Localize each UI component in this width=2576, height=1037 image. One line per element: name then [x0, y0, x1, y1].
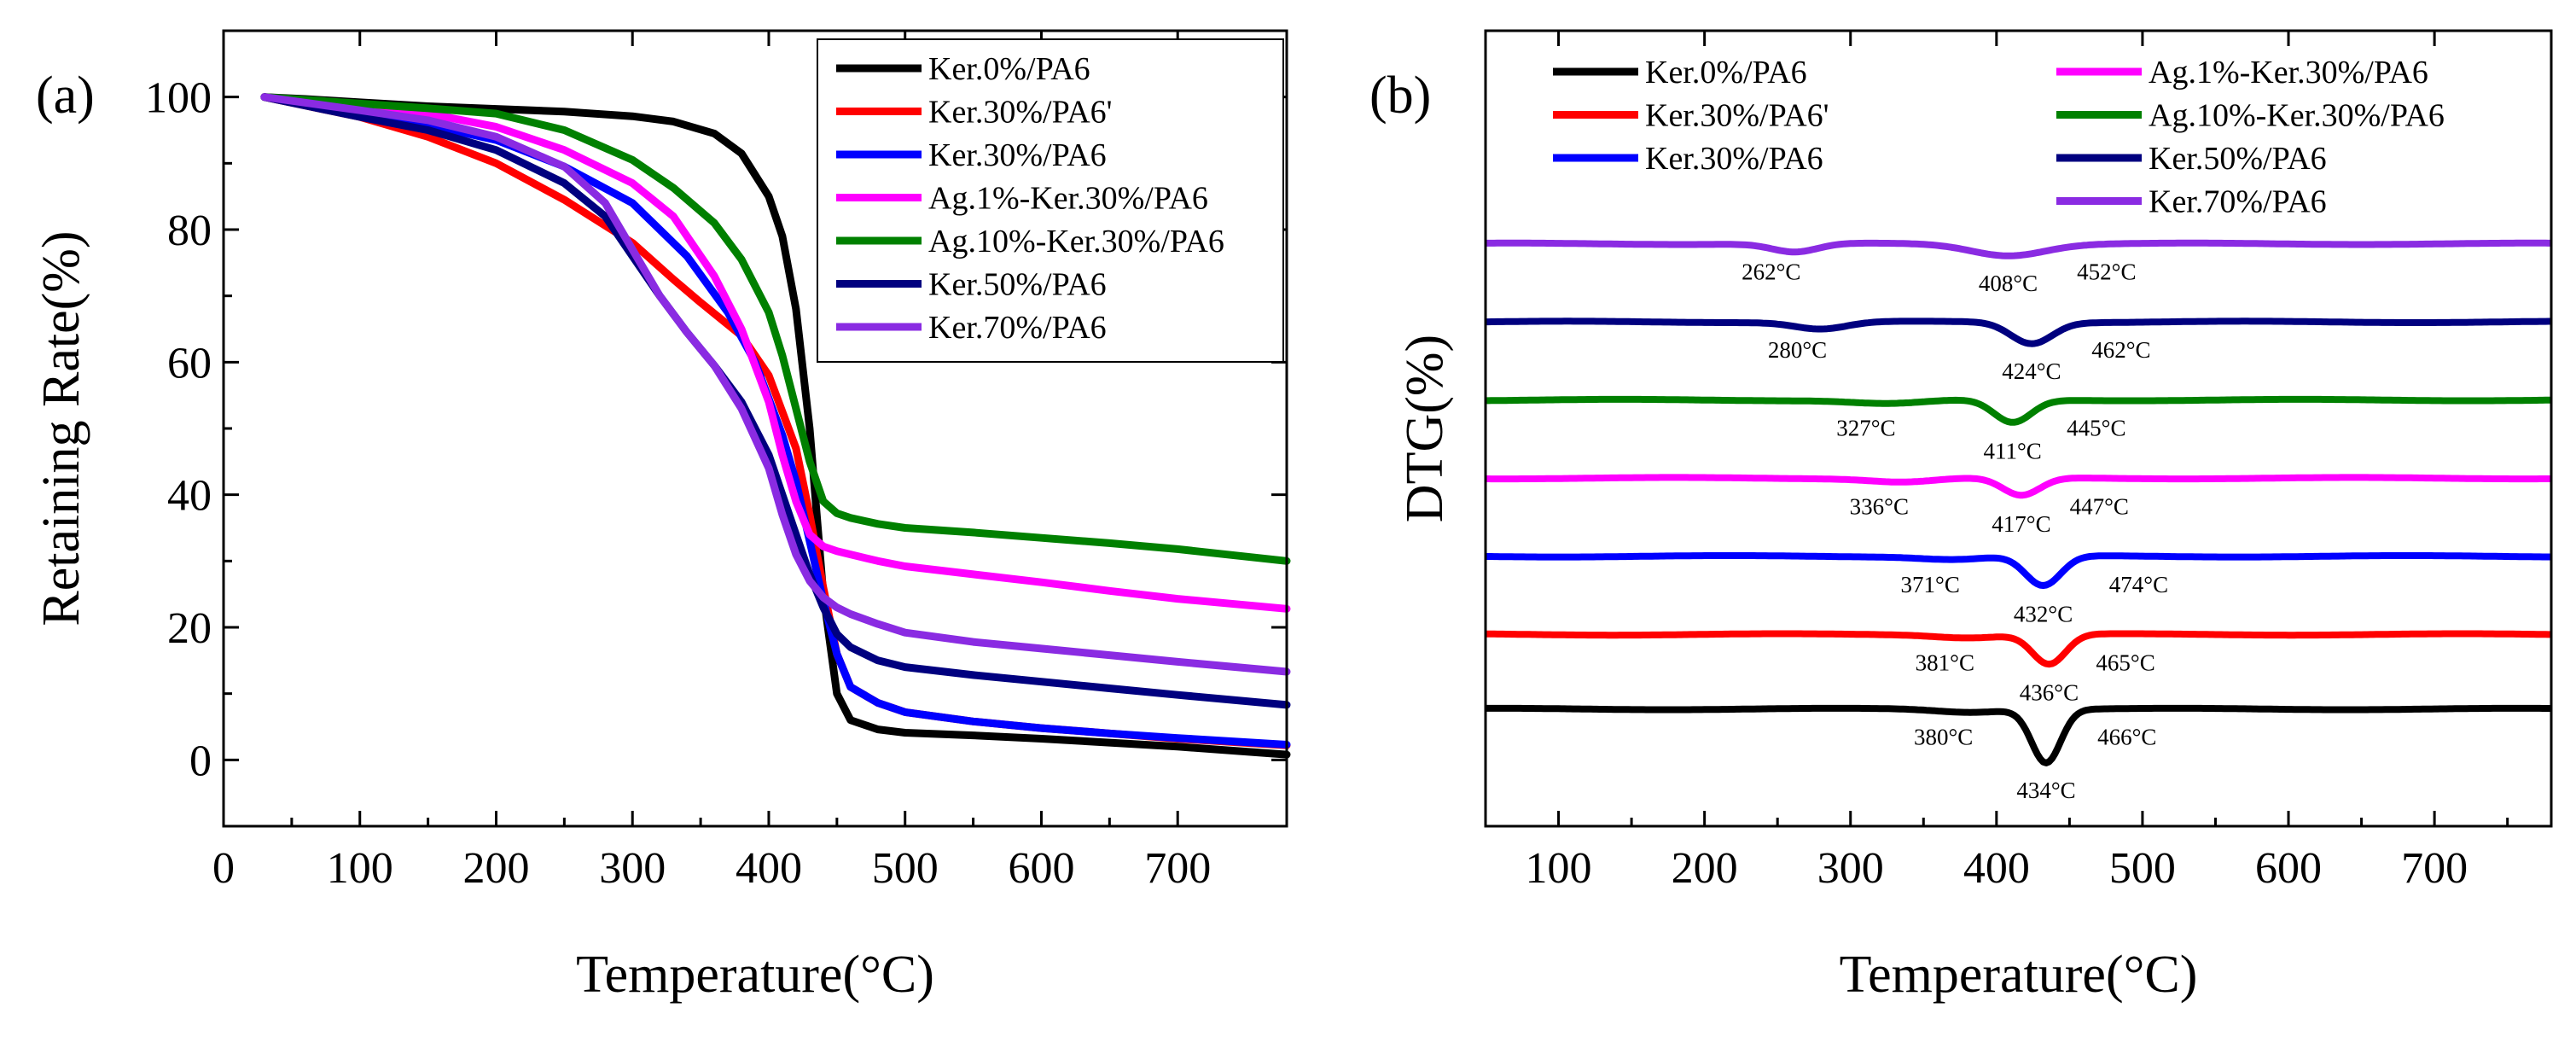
panel-a-series-group	[260, 93, 1291, 759]
panel-b-series-line-0	[1485, 704, 2552, 766]
panel-a-label: (a)	[36, 67, 95, 125]
panel-b-annotation: 280°C	[1768, 337, 1827, 363]
panel-b-legend-label-4: Ag.10%-Ker.30%/PA6	[2149, 98, 2445, 134]
panel-b-annotation: 327°C	[1836, 416, 1895, 441]
panel-b-legend-label-5: Ker.50%/PA6	[2149, 141, 2327, 177]
panel-a-series-line-0	[260, 93, 1291, 759]
panel-a-legend-label-2: Ker.30%/PA6	[928, 137, 1107, 173]
panel-b-annotation: 445°C	[2067, 416, 2125, 441]
panel-a-legend-label-3: Ag.1%-Ker.30%/PA6	[928, 181, 1208, 217]
panel-b-annotation: 434°C	[2016, 778, 2075, 803]
panel-a-y-axis-title: Retaining Rate(%)	[32, 230, 90, 626]
panel-b-legend-label-3: Ag.1%-Ker.30%/PA6	[2149, 55, 2428, 90]
panel-b-annotation: 436°C	[2020, 679, 2079, 705]
panel-b-annotation: 452°C	[2077, 259, 2136, 285]
panel-a-series-line-5	[260, 93, 1291, 709]
panel-b-x-tick-label: 700	[2401, 844, 2468, 893]
panel-b-annotations: 380°C 434°C 466°C 381°C 436°C 465°C 371°C 432°C…	[1742, 259, 2168, 803]
panel-b-legend-label-0: Ker.0%/PA6	[1645, 55, 1807, 90]
panel-b-legend-label-1: Ker.30%/PA6'	[1645, 98, 1829, 134]
panel-a-x-tick-label: 300	[599, 844, 666, 893]
panel-b-series-line-4	[1485, 395, 2552, 426]
panel-a-y-tick-label: 100	[145, 74, 212, 123]
panel-a-y-tick-label: 0	[189, 737, 212, 785]
panel-b-annotation: 262°C	[1742, 259, 1800, 285]
panel-b-x-axis-title: Temperature(°C)	[1840, 946, 2198, 1004]
panel-b-series-line-3	[1485, 474, 2552, 499]
panel-b-plot-frame	[1484, 29, 2553, 828]
panel-a-x-tick-label: 400	[736, 844, 802, 893]
panel-a-series-line-3	[260, 93, 1291, 613]
panel-b-legend-label-2: Ker.30%/PA6	[1645, 141, 1823, 177]
panel-a-legend-label-4: Ag.10%-Ker.30%/PA6	[928, 224, 1224, 259]
panel-b-annotation: 380°C	[1914, 725, 1973, 750]
panel-a-legend: Ker.0%/PA6 Ker.30%/PA6' Ker.30%/PA6 Ag.1%-K…	[817, 38, 1284, 363]
panel-b-x-tick-label: 200	[1672, 844, 1738, 893]
panel-a-y-tick-label: 20	[167, 604, 212, 653]
panel-b-annotation: 381°C	[1916, 650, 1974, 675]
panel-b-series-group	[1485, 239, 2552, 766]
panel-b-x-tick-label: 500	[2109, 844, 2176, 893]
panel-b-annotation: 447°C	[2070, 493, 2129, 519]
panel-b-series-line-2	[1485, 552, 2552, 589]
panel-a-y-tick-label: 60	[167, 339, 212, 387]
panel-b-annotation: 371°C	[1901, 572, 1960, 597]
panel-b-x-tick-label: 400	[1963, 844, 2030, 893]
panel-a-series-line-4	[260, 93, 1291, 565]
panel-a-x-axis-title: Temperature(°C)	[576, 946, 934, 1004]
panel-b-annotation: 474°C	[2109, 572, 2168, 597]
panel-a-legend-label-6: Ker.70%/PA6	[928, 310, 1107, 346]
panel-b-legend-label-6: Ker.70%/PA6	[2149, 184, 2327, 220]
panel-b-annotation: 417°C	[1992, 511, 2050, 537]
panel-b-x-tick-label: 300	[1817, 844, 1884, 893]
panel-b-dtg-chart: (b) 380°C 434°C 466°C 381°C 436°C 465°C 371°C 4…	[1369, 29, 2553, 1004]
panel-b-series-line-6	[1485, 239, 2552, 259]
panel-a-x-tick-label: 600	[1008, 844, 1074, 893]
panel-a-x-tick-label: 100	[327, 844, 393, 893]
panel-b-label: (b)	[1369, 67, 1431, 125]
panel-a-ticks: 0 100 200 300 400 500 600 700 0 20 40 60 80 100	[145, 31, 1287, 893]
panel-b-x-tick-label: 100	[1526, 844, 1592, 893]
panel-a-tga-chart: (a) 0 100 200 300 400 500 600 700 0 20 40 60 80 100 T…	[32, 29, 1291, 1004]
panel-b-ticks: 100 200 300 400 500 600 700	[1526, 31, 2509, 893]
panel-b-legend: Ker.0%/PA6 Ker.30%/PA6' Ker.30%/PA6 Ag.1%-K…	[1553, 55, 2445, 220]
panel-b-annotation: 466°C	[2097, 725, 2156, 750]
panel-b-series-line-1	[1485, 630, 2552, 668]
panel-b-series-line-5	[1485, 318, 2552, 347]
panel-b-annotation: 411°C	[1984, 438, 2042, 463]
panel-a-y-tick-label: 40	[167, 472, 212, 521]
panel-b-annotation: 465°C	[2096, 650, 2154, 675]
panel-a-series-line-6	[260, 93, 1291, 676]
panel-b-y-axis-title: DTG(%)	[1396, 335, 1454, 522]
panel-a-x-tick-label: 0	[212, 844, 235, 893]
panel-b-x-tick-label: 600	[2255, 844, 2322, 893]
panel-a-legend-label-1: Ker.30%/PA6'	[928, 95, 1113, 131]
panel-b-annotation: 462°C	[2091, 337, 2150, 363]
panel-a-x-tick-label: 500	[872, 844, 939, 893]
panel-a-legend-label-0: Ker.0%/PA6	[928, 51, 1090, 87]
panel-a-legend-label-5: Ker.50%/PA6	[928, 267, 1107, 303]
panel-b-annotation: 424°C	[2002, 358, 2061, 384]
panel-a-x-tick-label: 200	[462, 844, 529, 893]
panel-b-annotation: 408°C	[1979, 271, 2038, 296]
panel-a-x-tick-label: 700	[1144, 844, 1211, 893]
panel-a-y-tick-label: 80	[167, 207, 212, 255]
panel-b-annotation: 432°C	[2014, 602, 2073, 627]
panel-b-annotation: 336°C	[1850, 493, 1909, 519]
